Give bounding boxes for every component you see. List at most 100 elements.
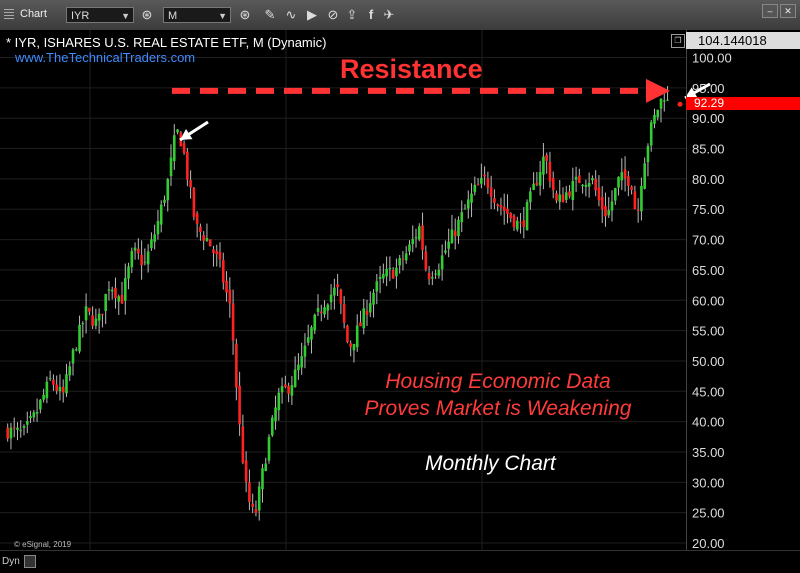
candle <box>48 370 52 382</box>
share-icon[interactable]: ⇪ <box>346 7 358 22</box>
symbol-input[interactable]: IYR ▼ <box>66 7 134 23</box>
link-icon[interactable]: ⊛ <box>141 7 153 22</box>
candle-body <box>101 313 104 315</box>
y-tick-label: 100.00 <box>692 51 732 66</box>
candle <box>284 375 287 389</box>
grip-icon[interactable] <box>4 9 14 21</box>
candle <box>388 256 392 282</box>
candle <box>499 197 503 216</box>
candle <box>244 451 248 493</box>
candle <box>189 170 192 199</box>
chevron-down-icon[interactable]: ▼ <box>121 11 130 21</box>
calendar-icon[interactable] <box>24 555 36 568</box>
last-price-marker <box>677 101 683 107</box>
candle-body <box>359 322 362 327</box>
candle <box>398 255 401 274</box>
candle-body <box>653 115 656 124</box>
candle-body <box>535 182 539 185</box>
candle <box>313 313 317 335</box>
candle <box>303 333 307 369</box>
candle <box>202 231 205 251</box>
candle <box>19 420 23 438</box>
candle-body <box>202 235 205 241</box>
candle-body <box>39 399 42 410</box>
candle-body <box>74 349 78 351</box>
candle-body <box>91 315 94 326</box>
peak-2007-arrow <box>179 120 209 142</box>
current-price-tag: 92.29 <box>686 97 800 110</box>
candle <box>166 177 170 212</box>
candle-body <box>61 386 65 393</box>
twitter-icon[interactable]: ✈ <box>383 7 395 22</box>
candle <box>463 204 467 210</box>
candle-body <box>280 386 284 393</box>
candle <box>153 224 156 250</box>
y-tick-label: 65.00 <box>692 263 725 278</box>
candle <box>613 187 617 205</box>
candle <box>375 274 379 305</box>
candle <box>561 187 565 203</box>
candle-body <box>97 313 101 321</box>
candle-body <box>114 287 117 299</box>
candle <box>597 175 601 207</box>
candle-body <box>408 244 411 252</box>
facebook-icon[interactable]: f <box>368 7 374 22</box>
pencil-icon[interactable]: ✎ <box>264 7 276 22</box>
candle-body <box>153 234 156 242</box>
candle <box>241 414 245 465</box>
candle <box>627 170 630 197</box>
candle <box>208 239 212 247</box>
candle-body <box>35 412 39 414</box>
candle <box>591 175 594 185</box>
candle-body <box>235 343 238 388</box>
close-button[interactable]: ✕ <box>780 4 796 18</box>
chevron-down-icon[interactable]: ▼ <box>218 11 227 21</box>
candle <box>231 289 235 355</box>
maximize-icon[interactable]: ❐ <box>671 34 685 48</box>
candle <box>342 296 346 329</box>
candle <box>483 166 486 186</box>
resistance-arrowhead <box>646 78 670 103</box>
candle-body <box>143 261 147 263</box>
y-tick-label: 80.00 <box>692 172 725 187</box>
candle-body <box>515 220 519 230</box>
candle <box>94 308 98 330</box>
dyn-label[interactable]: Dyn <box>2 556 20 567</box>
erase-icon[interactable]: ⊘ <box>327 7 339 22</box>
candle <box>535 171 539 187</box>
candle-body <box>352 343 356 351</box>
y-tick-label: 75.00 <box>692 202 725 217</box>
candle-body <box>127 266 130 279</box>
candle <box>310 325 313 354</box>
candle <box>280 377 284 404</box>
candle-body <box>571 181 575 200</box>
candle-body <box>496 204 499 207</box>
candle <box>545 152 548 174</box>
candle <box>261 463 264 503</box>
line-tool-icon[interactable]: ∿ <box>285 7 297 22</box>
candle-body <box>372 292 375 305</box>
last-price-label: 104.144018 <box>686 32 800 49</box>
link-icon[interactable]: ⊛ <box>239 7 251 22</box>
candle <box>489 175 493 210</box>
candle-body <box>450 229 454 244</box>
candle-body <box>662 100 666 102</box>
candle-body <box>88 307 91 312</box>
candle <box>192 186 196 221</box>
candle <box>368 291 372 318</box>
candle <box>349 340 352 357</box>
candle-body <box>48 378 52 380</box>
interval-input[interactable]: M ▼ <box>163 7 231 23</box>
candle-body <box>365 310 369 316</box>
candle-body <box>71 349 75 364</box>
grid: 100.00 95.00 90.00 85.00 80.00 75.00 70.00 65.0… <box>0 30 732 551</box>
candle-body <box>561 194 565 203</box>
play-icon[interactable]: ▶ <box>307 7 317 22</box>
candle <box>159 200 163 233</box>
minimize-button[interactable]: – <box>762 4 778 18</box>
candle-body <box>313 314 317 331</box>
candle <box>578 168 581 184</box>
candle <box>32 410 36 422</box>
candle-body <box>52 379 55 385</box>
